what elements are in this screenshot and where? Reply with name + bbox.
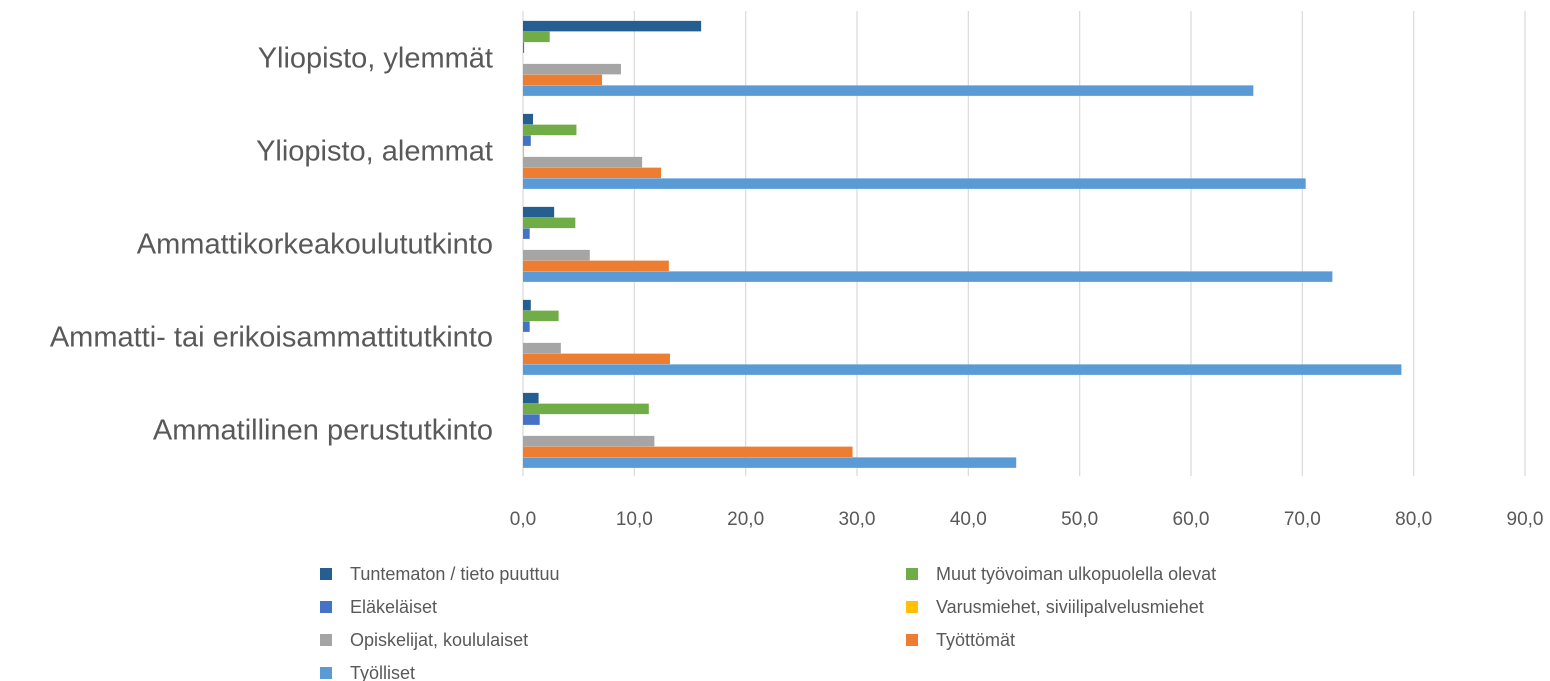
x-tick-label: 20,0	[727, 509, 764, 530]
bar-varusmiehet-siviilipalvelusmiehet	[523, 146, 525, 157]
category-label: Ammatillinen perustutkinto	[153, 415, 493, 447]
x-tick-label: 0,0	[510, 509, 536, 530]
bar-muut-tyovoiman-ulkopuolella-olevat	[523, 403, 649, 415]
bar-opiskelijat-koululaiset	[523, 249, 590, 261]
x-tick-label: 80,0	[1395, 509, 1432, 530]
category-label: Yliopisto, ylemmät	[258, 43, 493, 75]
bar-opiskelijat-koululaiset	[523, 435, 655, 447]
bar-tyolliset	[523, 85, 1254, 96]
x-tick-label: 90,0	[1507, 509, 1544, 530]
bars	[523, 20, 1402, 468]
bar-elakelaiset	[523, 321, 530, 332]
category-labels: Ammatillinen perustutkinto Ammatti- tai e…	[50, 43, 493, 447]
bar-group-ammattikorkeakoulututkinto	[523, 206, 1333, 282]
legend-swatch	[906, 601, 918, 613]
bar-tyolliset	[523, 178, 1306, 189]
bar-tuntematon-tieto-puuttuu	[523, 20, 702, 32]
x-tick-label: 60,0	[1173, 509, 1210, 530]
bar-tyolliset	[523, 364, 1402, 375]
bar-tyottomat	[523, 74, 603, 86]
bar-group-yliopisto-alemmat	[523, 113, 1306, 189]
legend-item-elakelaiset: Eläkeläiset	[320, 597, 437, 617]
category-label: Ammattikorkeakoulututkinto	[137, 229, 493, 261]
bar-tyottomat	[523, 167, 662, 179]
legend-item-tyolliset: Työlliset	[320, 663, 415, 681]
legend-label: Työlliset	[350, 663, 415, 681]
bar-elakelaiset	[523, 42, 525, 53]
category-label: Yliopisto, alemmat	[256, 136, 493, 168]
bar-group-ammatti-tai-erikoisammattitutkinto	[523, 299, 1402, 375]
legend-label: Opiskelijat, koululaiset	[350, 630, 528, 650]
legend: Tuntematon / tieto puuttuu Muut työvoiman…	[320, 564, 1216, 681]
legend-swatch	[320, 667, 332, 679]
legend-label: Varusmiehet, siviilipalvelusmiehet	[936, 597, 1204, 617]
x-tick-label: 30,0	[839, 509, 876, 530]
legend-swatch	[906, 634, 918, 646]
legend-item-tyottomat: Työttömät	[906, 630, 1015, 650]
legend-item-tuntematon-tieto-puuttuu: Tuntematon / tieto puuttuu	[320, 564, 559, 584]
x-tick-label: 70,0	[1284, 509, 1321, 530]
legend-swatch	[320, 568, 332, 580]
bar-tuntematon-tieto-puuttuu	[523, 392, 539, 404]
bar-group-ammatillinen-perustutkinto	[523, 392, 1017, 468]
bar-muut-tyovoiman-ulkopuolella-olevat	[523, 31, 550, 43]
bar-muut-tyovoiman-ulkopuolella-olevat	[523, 310, 559, 322]
legend-swatch	[320, 601, 332, 613]
legend-label: Työttömät	[936, 630, 1015, 650]
legend-label: Tuntematon / tieto puuttuu	[350, 564, 559, 584]
bar-tuntematon-tieto-puuttuu	[523, 113, 534, 125]
bar-tyolliset	[523, 457, 1017, 468]
bar-muut-tyovoiman-ulkopuolella-olevat	[523, 217, 576, 229]
bar-elakelaiset	[523, 414, 540, 425]
x-tick-label: 40,0	[950, 509, 987, 530]
legend-item-opiskelijat-koululaiset: Opiskelijat, koululaiset	[320, 630, 528, 650]
bar-tuntematon-tieto-puuttuu	[523, 206, 555, 218]
bar-elakelaiset	[523, 135, 531, 146]
x-tick-label: 50,0	[1061, 509, 1098, 530]
legend-label: Muut työvoiman ulkopuolella olevat	[936, 564, 1216, 584]
bar-tyottomat	[523, 446, 853, 458]
bar-tyolliset	[523, 271, 1333, 282]
bar-opiskelijat-koululaiset	[523, 156, 643, 168]
x-tick-label: 10,0	[616, 509, 653, 530]
legend-item-muut-tyovoiman-ulkopuolella-olevat: Muut työvoiman ulkopuolella olevat	[906, 564, 1216, 584]
x-axis-tick-labels: 0,0 10,0 20,0 30,0 40,0 50,0 60,0 70,0 80,0 90,0	[510, 509, 1544, 530]
bar-opiskelijat-koululaiset	[523, 342, 561, 354]
gridlines	[522, 11, 1526, 476]
legend-label: Eläkeläiset	[350, 597, 437, 617]
legend-item-varusmiehet-siviilipalvelusmiehet: Varusmiehet, siviilipalvelusmiehet	[906, 597, 1204, 617]
bar-opiskelijat-koululaiset	[523, 63, 621, 75]
bar-tuntematon-tieto-puuttuu	[523, 299, 531, 311]
bar-tyottomat	[523, 353, 670, 365]
legend-swatch	[320, 634, 332, 646]
bar-muut-tyovoiman-ulkopuolella-olevat	[523, 124, 577, 136]
bar-group-yliopisto-ylemmat	[523, 20, 1254, 96]
bar-elakelaiset	[523, 228, 530, 239]
category-label: Ammatti- tai erikoisammattitutkinto	[50, 322, 493, 354]
legend-swatch	[906, 568, 918, 580]
bar-tyottomat	[523, 260, 669, 272]
